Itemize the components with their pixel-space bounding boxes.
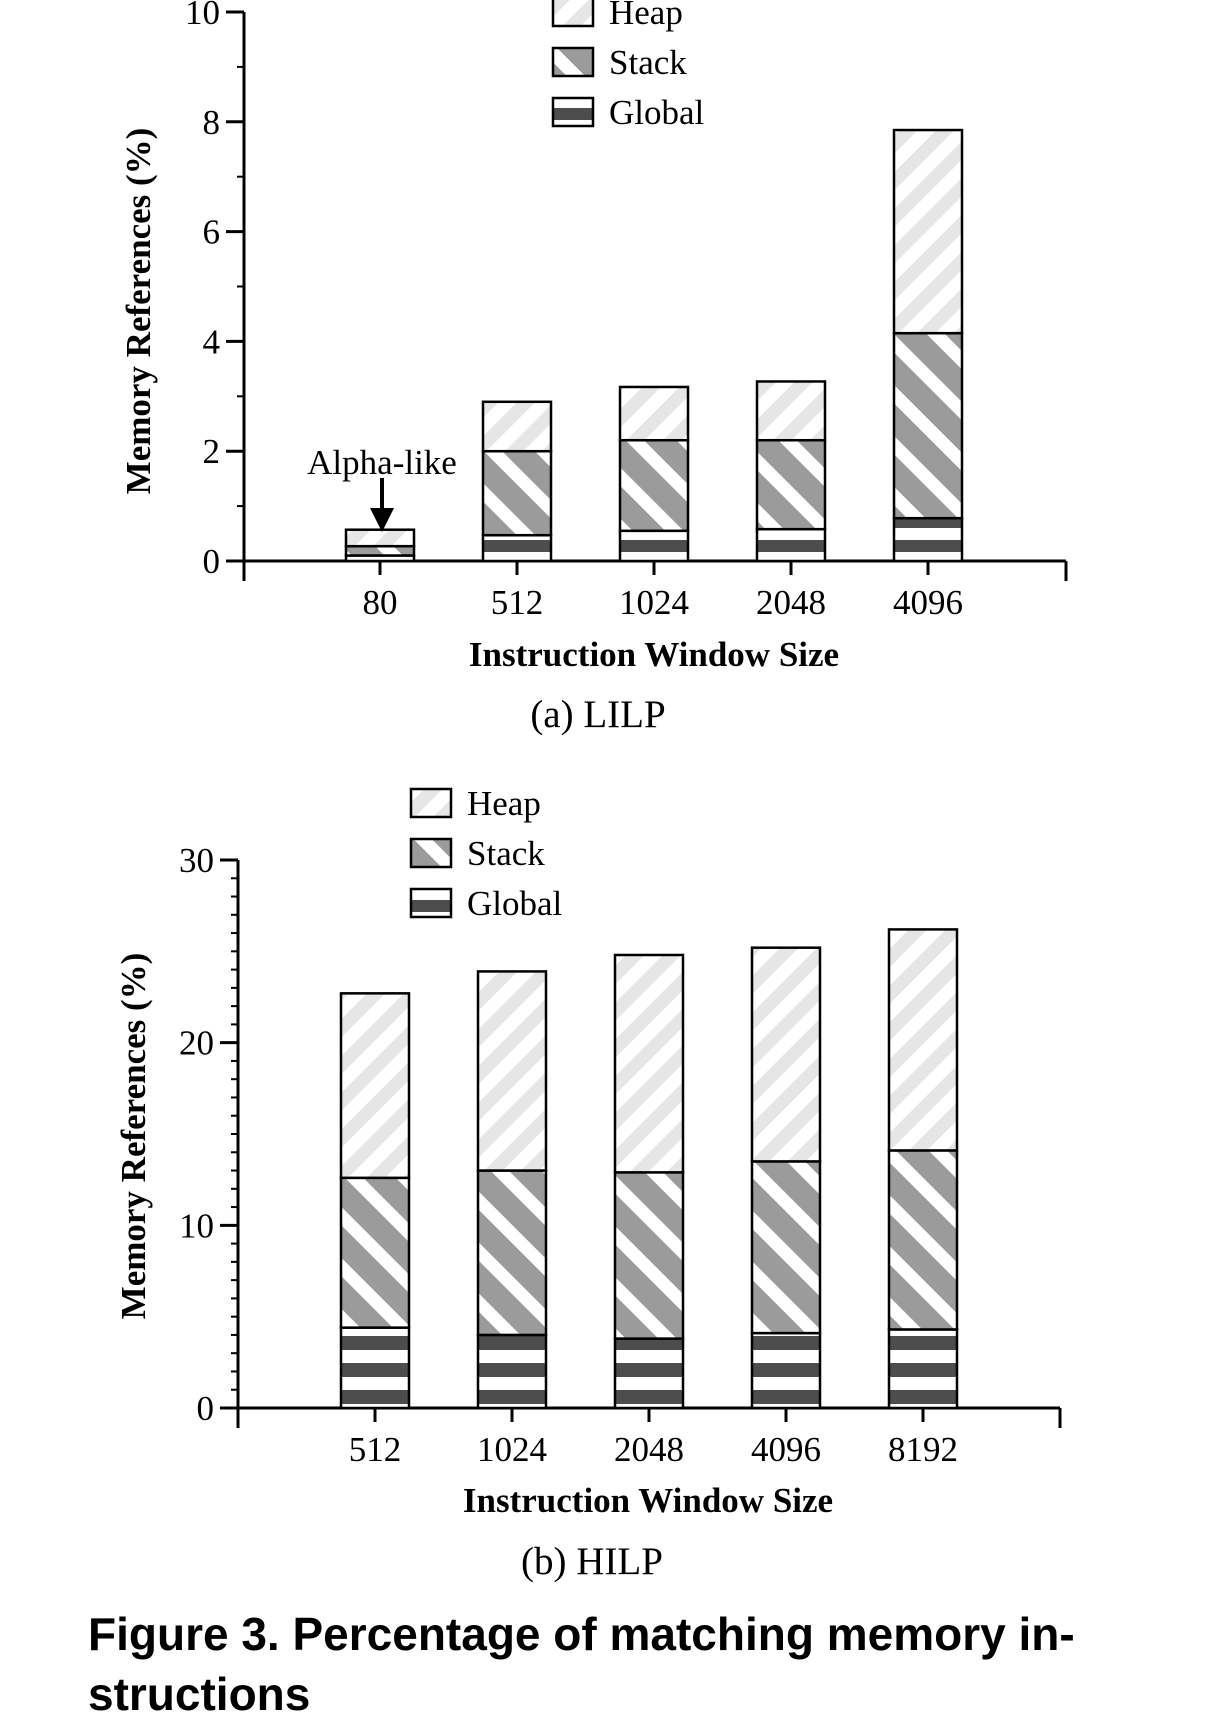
hilp-bar-global-2048 xyxy=(613,1337,685,1410)
lilp-y-tick-label: 4 xyxy=(203,322,221,361)
hilp-bar-stack-4096 xyxy=(750,1160,822,1335)
lilp-bar-heap-512 xyxy=(481,400,553,453)
hilp-bar-stack-1024 xyxy=(476,1169,548,1337)
hilp-legend-swatch-global xyxy=(409,887,453,919)
lilp-bar-stack-512 xyxy=(481,449,553,537)
hilp-bar-heap-1024 xyxy=(476,970,548,1172)
hilp-bar-global-1024 xyxy=(476,1333,548,1410)
lilp-bar-stack-80 xyxy=(344,544,416,557)
lilp-bar-stack-4096 xyxy=(892,331,964,520)
chart-hilp-ylabel: Memory References (%) xyxy=(114,953,153,1320)
lilp-legend-swatch-global xyxy=(551,96,595,128)
hilp-y-tick-label: 20 xyxy=(179,1024,214,1063)
hilp-bar-global-512 xyxy=(339,1326,411,1410)
lilp-bar-heap-80 xyxy=(344,528,416,548)
hilp-x-tick-label-512: 512 xyxy=(349,1430,402,1469)
lilp-bar-heap-2048 xyxy=(755,380,827,442)
hilp-legend-label-heap: Heap xyxy=(467,784,541,823)
chart-hilp-legend: Heap Stack Global xyxy=(409,784,563,923)
hilp-legend-swatch-stack xyxy=(409,837,453,869)
hilp-bar-heap-512 xyxy=(339,992,411,1180)
hilp-bar-stack-512 xyxy=(339,1176,411,1329)
lilp-x-tick-label-512: 512 xyxy=(491,583,544,622)
lilp-x-tick-label-1024: 1024 xyxy=(619,583,689,622)
lilp-legend-label-heap: Heap xyxy=(609,0,683,32)
lilp-bar-stack-2048 xyxy=(755,438,827,531)
lilp-y-tick-label: 8 xyxy=(203,103,221,142)
lilp-bar-stack-1024 xyxy=(618,438,690,533)
chart-lilp-ylabel: Memory References (%) xyxy=(119,128,158,495)
hilp-bar-heap-2048 xyxy=(613,953,685,1174)
hilp-legend-swatch-heap xyxy=(409,787,453,819)
hilp-bar-global-4096 xyxy=(750,1331,822,1410)
lilp-bar-global-2048 xyxy=(755,527,827,563)
hilp-y-tick-label: 0 xyxy=(197,1389,215,1428)
lilp-y-tick-label: 0 xyxy=(203,542,221,581)
chart-lilp-bars xyxy=(344,128,964,563)
lilp-y-tick-label: 2 xyxy=(203,432,221,471)
chart-lilp-caption: (a) LILP xyxy=(530,693,665,736)
hilp-x-tick-label-2048: 2048 xyxy=(614,1430,684,1469)
lilp-bar-global-4096 xyxy=(892,516,964,563)
lilp-bar-heap-4096 xyxy=(892,128,964,335)
lilp-bar-heap-1024 xyxy=(618,385,690,442)
lilp-bar-global-512 xyxy=(481,533,553,563)
hilp-y-tick-label: 10 xyxy=(179,1206,214,1245)
hilp-bar-heap-4096 xyxy=(750,946,822,1163)
chart-hilp-caption: (b) HILP xyxy=(521,1540,663,1583)
chart-lilp: 0 2 4 6 8 10 80 512 1024 2048 4096 Heap Stack Global… xyxy=(119,0,1068,736)
lilp-x-tick-label-4096: 4096 xyxy=(893,583,963,622)
lilp-legend-swatch-heap xyxy=(551,0,595,28)
hilp-bar-global-8192 xyxy=(887,1328,959,1410)
figure-caption: Figure 3. Percentage of matching memory … xyxy=(88,1608,1075,1720)
hilp-bar-heap-8192 xyxy=(887,928,959,1152)
alpha-like-annotation: Alpha-like xyxy=(307,443,457,482)
chart-hilp-tick-labels: 0 10 20 30 512 1024 2048 4096 8192 xyxy=(179,841,958,1469)
hilp-legend-label-global: Global xyxy=(467,884,563,923)
lilp-legend-label-global: Global xyxy=(609,93,705,132)
hilp-x-tick-label-8192: 8192 xyxy=(888,1430,958,1469)
chart-lilp-legend: Heap Stack Global xyxy=(551,0,705,132)
lilp-bar-global-1024 xyxy=(618,529,690,563)
hilp-bar-stack-2048 xyxy=(613,1171,685,1340)
hilp-bar-stack-8192 xyxy=(887,1149,959,1331)
chart-hilp-bars xyxy=(339,928,959,1410)
chart-hilp: 0 10 20 30 512 1024 2048 4096 8192 Heap Stack Glob… xyxy=(114,784,1062,1583)
chart-hilp-xlabel: Instruction Window Size xyxy=(463,1481,833,1520)
lilp-x-tick-label-2048: 2048 xyxy=(756,583,826,622)
lilp-y-tick-label: 6 xyxy=(203,213,221,252)
lilp-x-tick-label-80: 80 xyxy=(363,583,398,622)
hilp-y-tick-label: 30 xyxy=(179,841,214,880)
hilp-legend-label-stack: Stack xyxy=(467,834,545,873)
hilp-x-tick-label-1024: 1024 xyxy=(477,1430,547,1469)
lilp-legend-swatch-stack xyxy=(551,46,595,78)
lilp-legend-label-stack: Stack xyxy=(609,43,687,82)
chart-lilp-xlabel: Instruction Window Size xyxy=(469,635,839,674)
hilp-x-tick-label-4096: 4096 xyxy=(751,1430,821,1469)
chart-lilp-tick-labels: 0 2 4 6 8 10 80 512 1024 2048 4096 xyxy=(185,0,963,622)
lilp-y-tick-label: 10 xyxy=(185,0,220,32)
